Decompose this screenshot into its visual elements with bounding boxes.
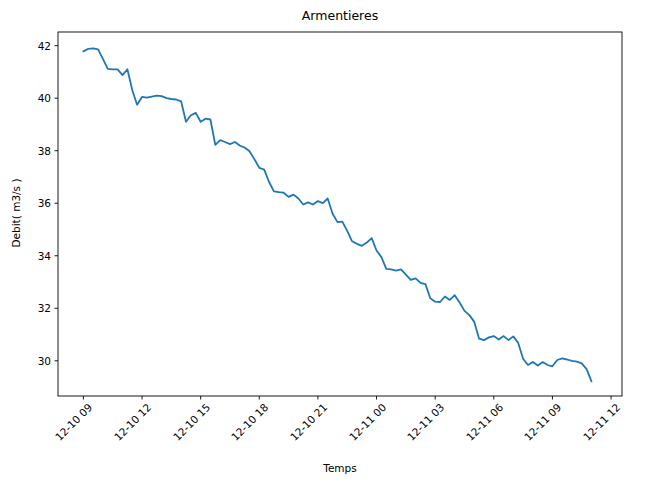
y-tick-label: 30 (18, 355, 51, 367)
y-tick-label: 42 (18, 40, 51, 52)
y-tick-label: 40 (18, 92, 51, 104)
y-tick-label: 32 (18, 302, 51, 314)
matplotlib-figure: Armentieres 12-10 0912-10 1212-10 1512-1… (0, 0, 648, 489)
y-tick-label: 38 (18, 145, 51, 157)
y-tick-label: 34 (18, 250, 51, 262)
debit-line-series (83, 48, 591, 381)
y-axis-label: Debit( m3/s ) (10, 148, 22, 278)
x-axis-label: Temps (58, 462, 622, 474)
axes-spines (58, 32, 622, 396)
axis-tick-marks (55, 46, 612, 400)
y-tick-label: 36 (18, 197, 51, 209)
